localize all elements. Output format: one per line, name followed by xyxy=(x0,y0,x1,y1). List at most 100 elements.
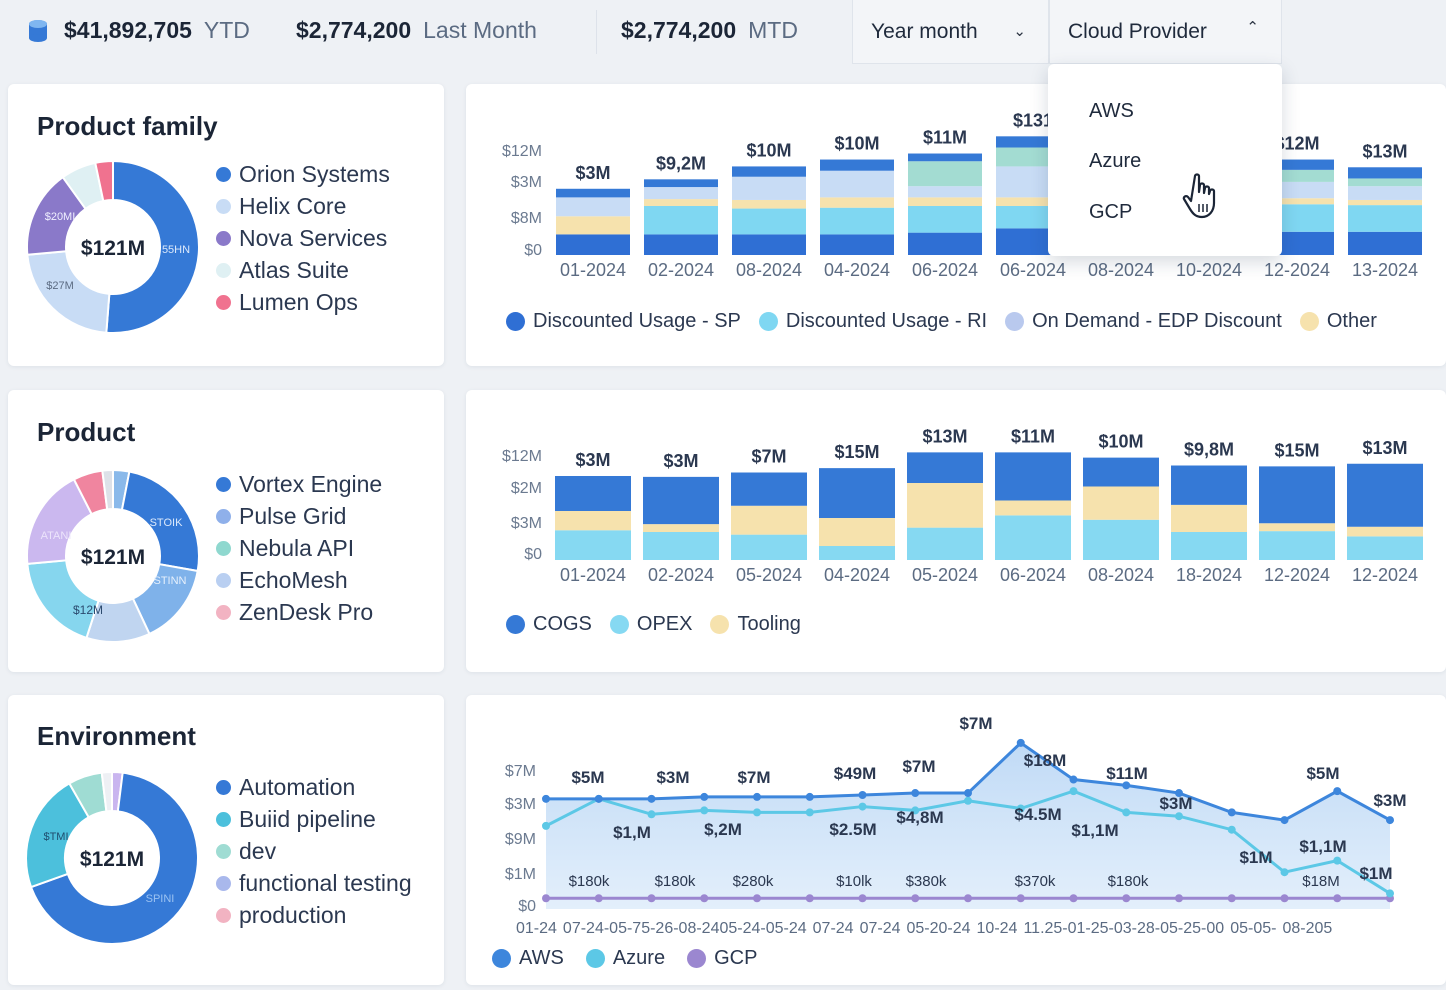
legend-item[interactable]: OPEX xyxy=(609,613,692,636)
legend-item[interactable]: functional testing xyxy=(216,867,412,899)
bar-segment[interactable] xyxy=(819,518,895,546)
aws-point[interactable] xyxy=(858,790,867,799)
azure-point[interactable] xyxy=(1069,787,1078,796)
menu-item-gcp[interactable]: GCP xyxy=(1089,201,1133,223)
legend-item[interactable]: Lumen Ops xyxy=(216,286,390,318)
legend-item[interactable]: Buiid pipeline xyxy=(216,803,412,835)
gcp-point[interactable] xyxy=(964,894,972,903)
aws-point[interactable] xyxy=(594,794,603,803)
bar-segment[interactable] xyxy=(643,532,719,560)
bar-segment[interactable] xyxy=(644,199,718,206)
azure-point[interactable] xyxy=(964,796,972,805)
bar-segment[interactable] xyxy=(908,153,982,162)
bar-segment[interactable] xyxy=(1347,526,1423,537)
bar-segment[interactable] xyxy=(1348,199,1422,206)
azure-point[interactable] xyxy=(1227,825,1236,834)
bar-segment[interactable] xyxy=(908,161,982,187)
legend-item[interactable]: Helix Core xyxy=(216,190,390,222)
gcp-point[interactable] xyxy=(1333,894,1342,903)
donut-slice[interactable] xyxy=(29,771,199,945)
bar-segment[interactable] xyxy=(731,505,807,535)
bar-segment[interactable] xyxy=(1259,466,1335,524)
bar-segment[interactable] xyxy=(643,476,719,525)
bar-segment[interactable] xyxy=(907,527,983,560)
bar-segment[interactable] xyxy=(995,452,1071,501)
aws-point[interactable] xyxy=(1122,781,1131,790)
aws-point[interactable] xyxy=(1386,816,1394,825)
legend-item[interactable]: Nova Services xyxy=(216,222,390,254)
bar-segment[interactable] xyxy=(1348,178,1422,187)
menu-item-aws[interactable]: AWS xyxy=(1089,100,1134,122)
bar-segment[interactable] xyxy=(731,472,807,506)
bar-segment[interactable] xyxy=(908,205,982,233)
bar-segment[interactable] xyxy=(820,207,894,235)
bar-segment[interactable] xyxy=(731,534,807,560)
legend-item[interactable]: dev xyxy=(216,835,412,867)
bar-segment[interactable] xyxy=(996,136,1070,148)
bar-segment[interactable] xyxy=(820,234,894,255)
aws-point[interactable] xyxy=(542,794,550,803)
legend-item[interactable]: Tooling xyxy=(710,613,801,636)
azure-point[interactable] xyxy=(1175,812,1183,821)
bar-segment[interactable] xyxy=(819,546,895,560)
aws-point[interactable] xyxy=(911,789,920,798)
legend-item[interactable]: Atlas Suite xyxy=(216,254,390,286)
legend-item[interactable]: EchoMesh xyxy=(216,564,382,596)
legend-item[interactable]: GCP xyxy=(687,947,757,970)
aws-point[interactable] xyxy=(1175,789,1183,798)
aws-point[interactable] xyxy=(1227,808,1236,817)
aws-point[interactable] xyxy=(1016,738,1025,747)
aws-point[interactable] xyxy=(1333,787,1342,796)
bar-segment[interactable] xyxy=(1348,231,1422,255)
legend-item[interactable]: Pulse Grid xyxy=(216,500,382,532)
azure-point[interactable] xyxy=(805,808,814,817)
azure-point[interactable] xyxy=(858,802,867,811)
bar-segment[interactable] xyxy=(996,197,1070,206)
bar-segment[interactable] xyxy=(644,234,718,255)
legend-item[interactable]: Other xyxy=(1299,310,1377,333)
legend-item[interactable]: Discounted Usage - SP xyxy=(506,310,741,333)
bar-segment[interactable] xyxy=(907,483,983,528)
aws-point[interactable] xyxy=(647,794,656,803)
bar-segment[interactable] xyxy=(1348,167,1422,179)
donut-slice[interactable] xyxy=(94,159,114,203)
bar-segment[interactable] xyxy=(556,188,630,198)
legend-item[interactable]: Nebula API xyxy=(216,532,382,564)
bar-segment[interactable] xyxy=(1083,486,1159,520)
gcp-point[interactable] xyxy=(1016,894,1025,903)
legend-item[interactable]: ZenDesk Pro xyxy=(216,596,382,628)
cloud-provider-dropdown[interactable]: Cloud Provider ⌃ xyxy=(1049,0,1282,64)
bar-segment[interactable] xyxy=(819,468,895,518)
donut-slice[interactable] xyxy=(26,250,111,334)
aws-point[interactable] xyxy=(805,792,814,801)
bar-segment[interactable] xyxy=(1259,523,1335,532)
bar-segment[interactable] xyxy=(644,187,718,200)
gcp-point[interactable] xyxy=(542,894,550,903)
donut-slice[interactable] xyxy=(100,770,113,813)
bar-segment[interactable] xyxy=(1259,531,1335,560)
gcp-point[interactable] xyxy=(700,894,709,903)
legend-item[interactable]: COGS xyxy=(506,613,592,636)
bar-segment[interactable] xyxy=(995,515,1071,560)
legend-item[interactable]: Orion Systems xyxy=(216,158,390,190)
azure-point[interactable] xyxy=(1280,868,1289,877)
bar-segment[interactable] xyxy=(820,159,894,171)
bar-segment[interactable] xyxy=(907,452,983,483)
gcp-point[interactable] xyxy=(911,894,920,903)
bar-segment[interactable] xyxy=(995,500,1071,516)
bar-segment[interactable] xyxy=(556,234,630,255)
aws-point[interactable] xyxy=(1280,816,1289,825)
bar-segment[interactable] xyxy=(908,232,982,255)
gcp-point[interactable] xyxy=(1175,894,1183,903)
legend-item[interactable]: On Demand - EDP Discount xyxy=(1005,310,1282,333)
bar-segment[interactable] xyxy=(732,234,806,255)
azure-point[interactable] xyxy=(647,810,656,819)
azure-point[interactable] xyxy=(1333,856,1342,865)
legend-item[interactable]: Discounted Usage - RI xyxy=(758,310,987,333)
bar-segment[interactable] xyxy=(1260,198,1334,205)
bar-segment[interactable] xyxy=(1171,465,1247,505)
bar-segment[interactable] xyxy=(555,511,631,531)
gcp-point[interactable] xyxy=(1227,894,1236,903)
bar-segment[interactable] xyxy=(820,170,894,198)
gcp-point[interactable] xyxy=(594,894,603,903)
